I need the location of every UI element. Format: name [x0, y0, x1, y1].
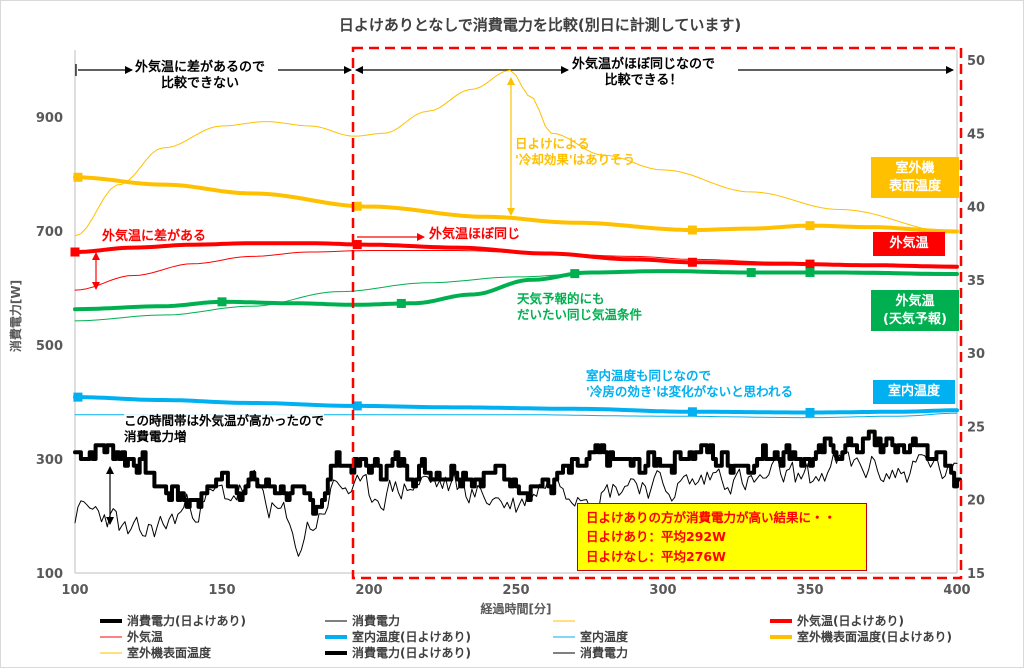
- indoor-note-line1: 室内温度も同じなので: [586, 368, 712, 383]
- series-marker: [805, 268, 815, 278]
- y-tick-label: 100: [36, 567, 63, 582]
- series-marker: [352, 201, 362, 211]
- y2-tick-label: 20: [967, 494, 985, 509]
- y-tick-label: 900: [36, 111, 63, 126]
- y2-tick-label: 35: [967, 274, 985, 289]
- legend-label: 消費電力: [580, 645, 628, 660]
- power-note: この時間帯は外気温が高かったので 消費電力増: [124, 413, 325, 445]
- comparison-window: [351, 46, 963, 580]
- left-range-note: 外気温に差があるので 比較できない: [135, 60, 265, 93]
- y2-tick-label: 50: [967, 54, 985, 69]
- legend-label: 室内温度: [580, 629, 629, 644]
- series-line: [74, 69, 958, 237]
- power-note-line2: 消費電力増: [124, 428, 187, 444]
- series-marker: [352, 401, 362, 411]
- shade-effect-line1: 日よけによる: [515, 136, 590, 151]
- left-range-note-line1: 外気温に差があるので: [135, 60, 266, 75]
- y2-tick-label: 40: [967, 201, 985, 216]
- x-tick-label: 250: [502, 583, 529, 598]
- series-marker: [396, 298, 406, 308]
- right-range-note: 外気温がほぼ同じなので 比較できる！: [572, 57, 715, 90]
- series-marker: [805, 259, 815, 269]
- series-marker: [73, 392, 83, 402]
- series-marker: [687, 407, 697, 417]
- shade-effect-note: 日よけによる '冷却効果'はありそう: [515, 136, 635, 167]
- indoor-note-line2: '冷房の効き'は変化がないと思われる: [586, 383, 794, 399]
- annotation-arrows: [75, 64, 954, 525]
- tag-forecast-line2: (天気予報): [883, 311, 947, 327]
- series-line: [73, 175, 959, 234]
- legend: 消費電力(日よけあり) 消費電力 外気温(日よけあり) 外気温 室内温度(日よけあり) 室…: [100, 613, 952, 660]
- temp-same-note: 外気温ほぼ同じ: [429, 227, 521, 242]
- result-box: 日よけありの方が消費電力が高い結果に・・ 日よけあり：平均292W 日よけなし：…: [577, 503, 867, 571]
- series-marker: [73, 172, 83, 182]
- series-marker: [746, 268, 756, 278]
- series-markers: [70, 172, 815, 418]
- right-range-note-line1: 外気温がほぼ同じなので: [572, 57, 716, 72]
- y-tick-label: 700: [36, 225, 63, 240]
- shade-effect-line2: '冷却効果'はありそう: [515, 151, 636, 167]
- tag-outdoor-temp-label: 外気温: [889, 236, 929, 251]
- result-line-2: 日よけあり：平均292W: [586, 529, 726, 545]
- legend-label: 外気温(日よけあり): [797, 613, 904, 628]
- result-line-1: 日よけありの方が消費電力が高い結果に・・: [586, 510, 837, 525]
- y-tick-label: 300: [36, 453, 63, 468]
- legend-label: 消費電力: [352, 613, 400, 628]
- tag-outdoor-unit-temp: 室外機 表面温度: [871, 157, 959, 199]
- series-line: [73, 241, 959, 269]
- power-note-line1: この時間帯は外気温が高かったので: [124, 413, 325, 428]
- x-tick-label: 400: [943, 583, 970, 598]
- temp-diff-note: 外気温に差がある: [102, 229, 207, 244]
- series-marker: [805, 221, 815, 231]
- series-marker: [70, 247, 80, 257]
- y2-tick-label: 15: [967, 567, 985, 582]
- x-tick-label: 350: [796, 583, 823, 598]
- right-range-note-line2: 比較できる！: [604, 73, 683, 89]
- legend-label: 室外機表面温度: [127, 645, 212, 660]
- tag-indoor-temp: 室内温度: [873, 380, 955, 404]
- legend-label: 室内温度(日よけあり): [352, 629, 471, 644]
- y2-tick-label: 30: [967, 347, 985, 362]
- series-line: [73, 429, 962, 516]
- tag-indoor-temp-label: 室内温度: [887, 384, 940, 399]
- series-line: [74, 451, 958, 557]
- axes: 100 150 200 250 300 350 400 100 300 500 700 900 15 20…: [8, 50, 985, 616]
- y-axis-label: 消費電力[W]: [8, 280, 23, 352]
- forecast-note-line2: だいたい同じ気温条件: [517, 306, 643, 322]
- legend-label: 消費電力(日よけあり): [127, 613, 246, 628]
- series-marker: [352, 240, 362, 250]
- legend-label: 消費電力(日よけあり): [352, 645, 471, 660]
- x-tick-label: 200: [355, 583, 382, 598]
- legend-label: 外気温: [127, 629, 163, 644]
- y2-tick-label: 45: [967, 127, 985, 142]
- y-tick-label: 500: [36, 339, 63, 354]
- tag-outdoor-unit-line2: 表面温度: [888, 178, 941, 194]
- series-marker: [570, 269, 580, 279]
- series-line: [73, 395, 959, 415]
- tag-outdoor-temp: 外気温: [873, 232, 945, 256]
- series-marker: [687, 257, 697, 267]
- series-line: [74, 270, 958, 322]
- series-marker: [217, 297, 227, 307]
- legend-label: 室外機表面温度(日よけあり): [797, 629, 952, 644]
- tag-forecast-temp: 外気温 (天気予報): [871, 290, 959, 332]
- x-tick-label: 300: [649, 583, 676, 598]
- indoor-note: 室内温度も同じなので '冷房の効き'は変化がないと思われる: [586, 368, 793, 399]
- series-marker: [805, 408, 815, 418]
- series-line: [74, 250, 958, 291]
- x-tick-label: 150: [208, 583, 235, 598]
- series-marker: [687, 225, 697, 235]
- left-range-note-line2: 比較できない: [161, 76, 240, 92]
- forecast-note: 天気予報的にも だいたい同じ気温条件: [517, 291, 642, 322]
- forecast-note-line1: 天気予報的にも: [517, 291, 605, 306]
- x-axis-label: 経過時間[分]: [481, 601, 552, 616]
- result-line-3: 日よけなし：平均276W: [586, 548, 726, 564]
- tag-forecast-line1: 外気温: [895, 294, 935, 309]
- chart-title: 日よけありとなしで消費電力を比較(別日に計測しています): [339, 16, 741, 34]
- tag-outdoor-unit-line1: 室外機: [895, 161, 935, 176]
- x-tick-label: 100: [61, 583, 88, 598]
- y2-tick-label: 25: [967, 420, 985, 435]
